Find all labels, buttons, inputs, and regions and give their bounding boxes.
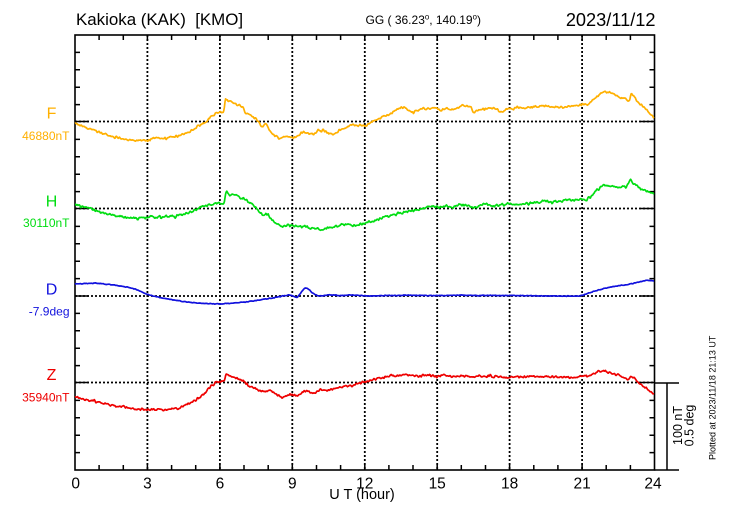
svg-text:Z: Z xyxy=(47,367,57,384)
svg-text:H: H xyxy=(46,194,58,211)
svg-text:Plotted at 2023/11/18 21:13 UT: Plotted at 2023/11/18 21:13 UT xyxy=(707,335,717,460)
svg-text:35940nT: 35940nT xyxy=(22,390,70,404)
svg-text:F: F xyxy=(47,106,57,123)
svg-text:21: 21 xyxy=(573,476,590,493)
svg-text:D: D xyxy=(46,282,58,299)
svg-text:Kakioka (KAK) [KMO]: Kakioka (KAK) [KMO] xyxy=(76,10,243,29)
svg-text:0: 0 xyxy=(71,476,80,493)
svg-text:3: 3 xyxy=(143,476,152,493)
svg-text:9: 9 xyxy=(288,476,297,493)
svg-text:30110nT: 30110nT xyxy=(23,216,70,230)
svg-text:18: 18 xyxy=(501,476,518,493)
svg-text:12: 12 xyxy=(356,476,373,493)
svg-text:100 nT: 100 nT xyxy=(671,406,685,445)
svg-text:24: 24 xyxy=(644,476,662,493)
svg-text:6: 6 xyxy=(216,476,225,493)
svg-text:GG ( 36.23o, 140.19o): GG ( 36.23o, 140.19o) xyxy=(366,13,481,28)
svg-text:-7.9deg: -7.9deg xyxy=(29,305,70,319)
svg-text:2023/11/12: 2023/11/12 xyxy=(566,10,656,30)
svg-text:0.5 deg: 0.5 deg xyxy=(683,405,697,447)
svg-text:15: 15 xyxy=(429,476,446,493)
svg-text:U T (hour): U T (hour) xyxy=(329,487,395,503)
svg-text:46880nT: 46880nT xyxy=(22,129,70,143)
